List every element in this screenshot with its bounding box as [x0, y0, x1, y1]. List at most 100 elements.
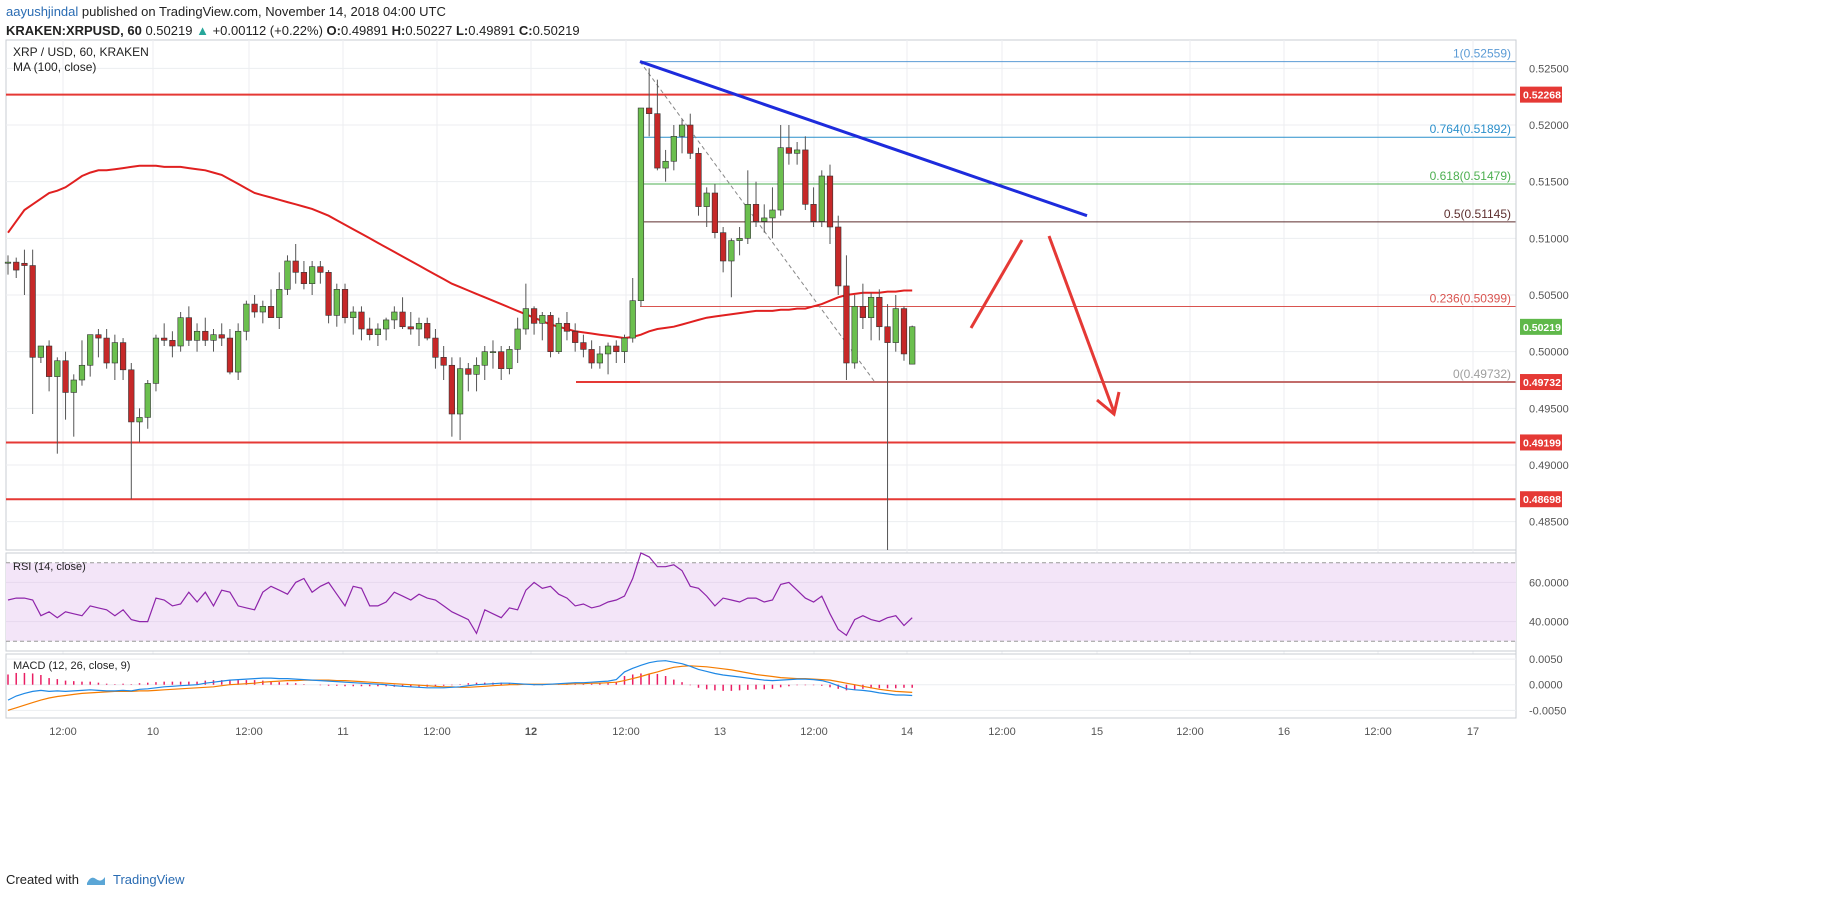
candle-up — [152, 337, 160, 384]
candle-down — [202, 330, 209, 341]
tradingview-link[interactable]: TradingView — [112, 872, 185, 887]
candle-up — [703, 192, 710, 207]
level-price-tag — [1520, 491, 1562, 508]
y-tick-label: 0.51000 — [1529, 233, 1569, 245]
level-price-label: 0.49732 — [1523, 377, 1561, 389]
footer: Created with TradingView — [6, 872, 185, 887]
candle-down — [29, 265, 36, 358]
symbol-label: KRAKEN:XRPUSD, 60 — [6, 23, 142, 38]
candle-down — [119, 342, 127, 371]
candle-down — [900, 308, 908, 355]
candle-up — [522, 308, 529, 330]
candle-down — [440, 357, 447, 366]
x-tick-label: 17 — [1467, 726, 1479, 738]
macd-tick-label: 0.0000 — [1529, 680, 1563, 692]
macd-pane — [5, 653, 1517, 719]
y-tick-label: 0.48500 — [1529, 517, 1569, 529]
projection-up-line — [969, 239, 1024, 329]
x-tick-label: 12:00 — [49, 726, 77, 738]
candle-down — [876, 296, 883, 328]
candle-down — [128, 369, 135, 423]
candle-down — [432, 337, 439, 358]
price-change: +0.00112 (+0.22%) — [212, 23, 323, 38]
candle-up — [177, 317, 184, 347]
ma-indicator-title: MA (100, close) — [13, 60, 96, 74]
y-tick-label: 0.49000 — [1529, 460, 1569, 472]
macd-tick-label: 0.0050 — [1529, 654, 1563, 666]
x-tick-label: 13 — [714, 726, 726, 738]
x-tick-label: 12 — [525, 726, 537, 738]
candle-up — [456, 368, 464, 415]
candle-up — [761, 217, 768, 222]
ma-line — [7, 164, 913, 340]
candle-down — [687, 124, 694, 154]
candle-up — [506, 349, 513, 369]
candle-up — [489, 351, 497, 353]
candle-up — [744, 204, 751, 239]
candle-up — [818, 175, 825, 222]
candle-down — [366, 328, 373, 335]
candle-down — [45, 345, 53, 377]
candle-up — [243, 303, 250, 332]
candle-up — [144, 383, 151, 418]
y-tick-label: 0.51500 — [1529, 177, 1569, 189]
candle-up — [794, 149, 801, 154]
x-tick-label: 15 — [1091, 726, 1103, 738]
low-label: L: — [455, 23, 469, 38]
candle-up — [350, 311, 357, 318]
tradingview-logo-icon — [86, 876, 105, 885]
candle-up — [629, 300, 636, 339]
macd-title: MACD (12, 26, close, 9) — [13, 660, 130, 672]
rsi-band — [6, 562, 1516, 642]
candle-down — [826, 175, 834, 228]
y-tick-label: 0.50000 — [1529, 347, 1569, 359]
candle-up — [670, 136, 677, 162]
candle-up — [867, 296, 875, 318]
publish-info: aayushjindal published on TradingView.co… — [6, 4, 446, 19]
candle-up — [621, 337, 628, 352]
candle-up — [909, 326, 916, 365]
candle-down — [563, 323, 571, 332]
candle-down — [465, 368, 472, 375]
candle-up — [210, 334, 217, 341]
candle-up — [662, 160, 669, 169]
level-price-tag — [1520, 374, 1562, 391]
candle-up — [383, 319, 390, 330]
x-tick-label: 12:00 — [800, 726, 828, 738]
x-tick-label: 11 — [337, 726, 348, 738]
level-price-label: 0.52268 — [1523, 90, 1561, 102]
candle-up — [193, 330, 201, 341]
candle-down — [169, 340, 176, 347]
candle-up — [604, 345, 612, 355]
high-label: H: — [391, 23, 406, 38]
candle-down — [720, 232, 727, 262]
candle-down — [161, 337, 168, 341]
author-link[interactable]: aayushjindal — [6, 4, 79, 19]
candle-down — [695, 153, 702, 207]
y-tick-label: 0.49500 — [1529, 403, 1569, 415]
close-value: 0.50219 — [532, 23, 580, 38]
high-value: 0.50227 — [405, 23, 453, 38]
candle-down — [325, 272, 332, 316]
candle-up — [769, 209, 776, 219]
candle-down — [226, 337, 234, 373]
last-price: 0.50219 — [145, 23, 193, 38]
candle-up — [235, 330, 242, 373]
candle-down — [341, 289, 349, 318]
fib-level-label: 0.618(0.51479) — [1430, 169, 1511, 183]
candle-up — [333, 289, 340, 316]
candle-down — [103, 337, 110, 364]
fib-level-label: 0.764(0.51892) — [1430, 122, 1511, 136]
candle-up — [54, 360, 61, 377]
candle-down — [530, 308, 538, 324]
candle-up — [70, 379, 77, 393]
fib-level-label: 0.5(0.51145) — [1444, 207, 1511, 221]
x-tick-label: 12:00 — [423, 726, 451, 738]
x-tick-label: 12:00 — [612, 726, 640, 738]
candle-down — [21, 262, 28, 266]
trendline — [639, 60, 1088, 218]
ma100-line — [7, 164, 913, 340]
axes: 12:00 10 12:00 11 12:00 12 12:00 13 12:00 14 12:00… — [6, 40, 1569, 738]
open-label: O: — [326, 23, 341, 38]
